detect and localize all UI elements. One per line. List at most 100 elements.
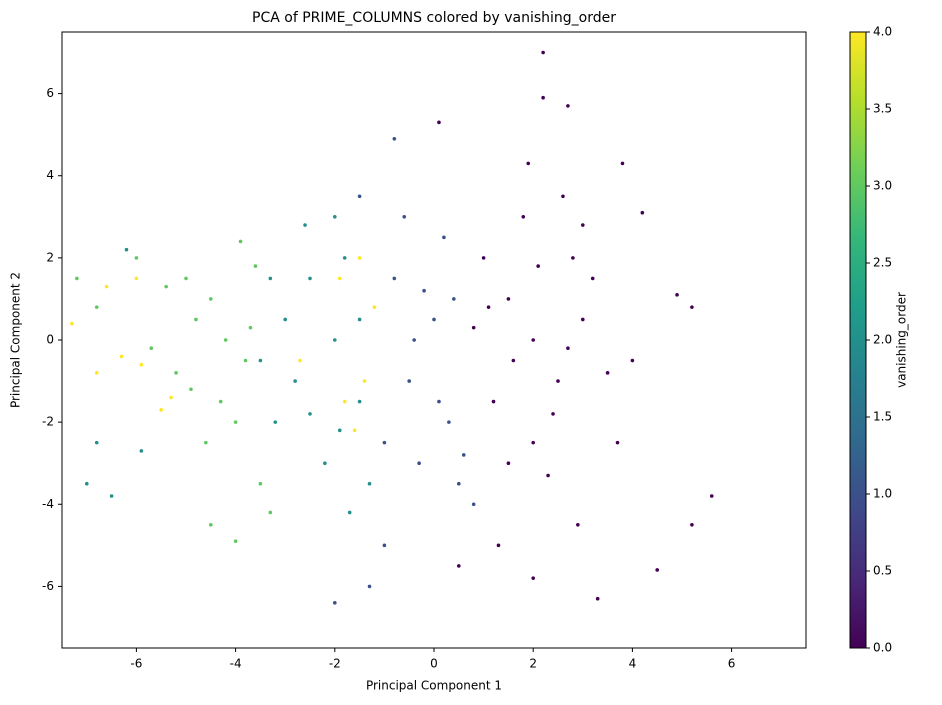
point — [308, 276, 312, 281]
point — [556, 379, 560, 383]
point — [581, 223, 585, 227]
point — [238, 239, 243, 244]
point — [209, 523, 213, 527]
point — [283, 317, 288, 322]
point — [546, 473, 550, 478]
point — [447, 420, 451, 424]
point — [461, 453, 466, 457]
point — [457, 481, 461, 486]
point — [531, 338, 535, 342]
y-tick-label: -2 — [42, 415, 54, 429]
point — [402, 215, 407, 219]
point — [134, 276, 139, 281]
point — [347, 510, 352, 515]
point — [298, 358, 302, 363]
point — [323, 461, 327, 466]
x-tick-label: -6 — [130, 657, 142, 671]
point — [164, 284, 168, 289]
point — [293, 379, 297, 383]
point — [521, 215, 526, 219]
point — [268, 510, 273, 515]
colorbar-tick-label: 2.0 — [873, 333, 892, 347]
y-tick-label: 4 — [46, 168, 54, 182]
point — [333, 601, 337, 605]
point — [457, 564, 461, 568]
x-tick-label: 2 — [529, 657, 537, 671]
point — [561, 194, 565, 199]
point — [551, 412, 555, 416]
point — [357, 194, 362, 199]
point — [382, 543, 387, 548]
point — [392, 276, 397, 281]
y-tick-label: 0 — [46, 333, 54, 347]
point — [615, 440, 620, 445]
point — [690, 305, 694, 309]
point — [70, 321, 74, 326]
point — [437, 399, 441, 404]
x-tick-label: 4 — [629, 657, 637, 671]
y-axis-label: Principal Component 2 — [9, 272, 23, 408]
point — [194, 317, 198, 322]
point — [709, 494, 714, 498]
point — [218, 399, 223, 404]
point — [337, 276, 342, 281]
colorbar-tick-label: 3.5 — [873, 102, 892, 116]
point — [342, 256, 347, 260]
point — [630, 358, 635, 363]
point — [471, 325, 476, 330]
point — [506, 297, 511, 301]
point — [471, 502, 476, 507]
point — [308, 412, 312, 416]
point — [690, 523, 694, 527]
point — [605, 371, 610, 375]
points — [70, 50, 714, 605]
colorbar-tick-label: 0.0 — [873, 641, 892, 655]
point — [159, 408, 163, 412]
point — [139, 362, 144, 367]
point — [526, 161, 531, 166]
x-tick-label: 6 — [728, 657, 736, 671]
point — [333, 338, 337, 342]
point — [437, 120, 441, 125]
point — [124, 247, 129, 252]
point — [149, 346, 154, 351]
point — [640, 210, 645, 215]
point — [531, 576, 535, 580]
colorbar-tick-label: 2.5 — [873, 256, 892, 270]
point — [452, 297, 456, 301]
point — [85, 481, 89, 486]
point — [169, 395, 173, 400]
point — [481, 256, 486, 260]
point — [506, 461, 511, 466]
point — [94, 371, 99, 375]
point — [412, 338, 416, 342]
point — [620, 161, 625, 166]
point — [233, 539, 238, 544]
point — [511, 358, 516, 363]
point — [268, 276, 273, 281]
point — [139, 449, 144, 453]
point — [486, 305, 491, 309]
point — [367, 584, 372, 589]
y-tick-label: -4 — [42, 497, 54, 511]
colorbar-tick-label: 4.0 — [873, 25, 892, 39]
point — [675, 293, 679, 297]
point — [233, 420, 238, 424]
point — [258, 358, 263, 363]
colorbar-tick-label: 1.0 — [873, 487, 892, 501]
y-tick-label: 2 — [46, 250, 54, 264]
point — [303, 223, 307, 227]
point — [357, 399, 362, 404]
point — [541, 95, 545, 100]
point — [357, 256, 362, 260]
point — [367, 481, 372, 486]
point — [372, 305, 377, 309]
point — [595, 596, 600, 601]
point — [258, 481, 263, 486]
point — [204, 440, 208, 445]
point — [362, 379, 367, 383]
point — [134, 256, 139, 260]
point — [655, 568, 659, 572]
point — [248, 325, 253, 330]
